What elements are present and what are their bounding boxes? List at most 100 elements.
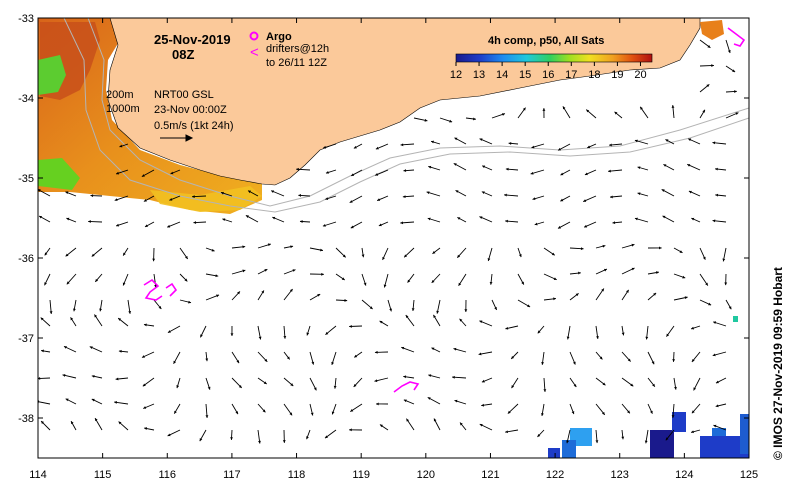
current-arrow-head [169,197,173,201]
current-arrow-head [184,255,188,259]
current-arrow-head [174,410,177,414]
current-arrow-head [306,332,310,336]
y-tick-label: -38 [18,413,34,425]
current-arrow-head [481,379,485,383]
current-arrow-head [122,282,126,286]
current-arrow-head [662,215,666,219]
current-arrow-head [587,145,591,149]
current-arrow-head [350,408,354,412]
current-arrow-head [88,220,91,223]
current-arrow-head [289,288,293,292]
current-arrow-head [630,383,634,387]
current-arrow-head [566,336,570,340]
current-arrow-head [207,386,211,390]
current-arrow-head [551,252,555,256]
current-arrow-head [691,326,695,330]
current-arrow-head [143,198,147,202]
current-arrow-head [411,308,415,312]
current-arrow-head [222,218,226,222]
current-arrow-head [272,216,276,220]
current-arrow-head [118,421,122,425]
current-arrow-head [715,404,719,408]
current-arrow-head [342,254,346,258]
current-arrow-head [735,112,739,115]
drifter-track-2 [165,282,178,297]
current-arrow-head [715,167,718,171]
argo-symbol-icon [249,31,259,41]
current-arrow-head [494,306,497,310]
colorbar-tick-label: 20 [634,69,646,81]
current-arrow-head [612,221,616,225]
current-arrow-head [379,424,383,428]
argo-label: Argo [266,31,292,43]
sst-cold-patches [548,316,749,458]
current-arrow-head [91,253,95,257]
colorbar [455,53,653,63]
drifters-to-label: to 26/11 12Z [266,57,327,69]
current-arrow-head [264,269,268,272]
current-arrow-head [238,385,242,388]
current-arrow-head [65,253,69,257]
current-arrow-head [706,84,710,88]
y-tick-label: -36 [18,253,34,265]
current-arrow-head [141,355,145,358]
current-arrow-head [290,245,294,249]
scale-arrow-label: 0.5m/s (1kt 24h) [154,120,233,132]
current-arrow-head [713,424,717,428]
current-arrow-head [502,113,505,116]
current-arrow-head [505,326,509,330]
current-arrow-head [479,138,483,142]
current-arrow-head [713,321,717,325]
current-arrow-head [478,352,482,356]
current-arrow-head [41,349,44,353]
current-arrow-head [167,224,171,228]
current-arrow-head [44,282,47,286]
current-arrow-head [584,172,588,176]
current-arrow-head [433,314,436,318]
current-arrow-head [188,300,192,304]
current-arrow-head [572,361,576,365]
y-tick-label: -35 [18,173,34,185]
current-arrow-head [671,105,675,108]
current-arrow-head [350,225,354,229]
current-arrow-head [267,243,271,247]
current-arrow-head [634,139,638,143]
current-arrow-head [369,306,373,310]
current-arrow-head [711,64,714,67]
current-arrow-head [702,256,706,260]
current-arrow-head [557,225,561,229]
current-arrow-head [66,281,70,285]
current-arrow-head [634,217,638,221]
current-arrow-head [661,189,665,192]
current-arrow-head [479,423,483,427]
current-arrow-head [141,174,145,177]
current-arrow-head [407,279,411,283]
current-arrow-head [674,386,677,390]
current-arrow-head [118,349,122,353]
current-arrow-head [41,421,44,424]
current-arrow-head [602,382,606,386]
current-arrow-head [230,437,234,440]
current-arrow-head [542,108,546,111]
current-arrow-head [679,250,683,253]
current-arrow-head [289,412,293,416]
current-arrow-head [389,308,392,312]
current-arrow-head [205,358,209,362]
current-arrow-head [609,143,612,147]
current-arrow-head [143,406,147,409]
current-arrow-head [65,398,69,402]
current-arrow-head [652,383,655,387]
current-arrow-head [382,256,385,260]
x-tick-label: 120 [417,469,435,481]
current-arrow-head [453,163,457,166]
current-arrow-head [553,277,557,280]
current-arrow-head [614,111,618,115]
current-arrow-head [282,440,286,443]
current-arrow-head [682,275,686,279]
drifter-track-1 [143,278,163,301]
current-arrow-head [566,440,569,444]
current-arrow-head [653,292,657,296]
current-arrow-head [627,410,630,414]
current-arrow-head [349,324,352,328]
current-arrow-head [458,282,462,286]
